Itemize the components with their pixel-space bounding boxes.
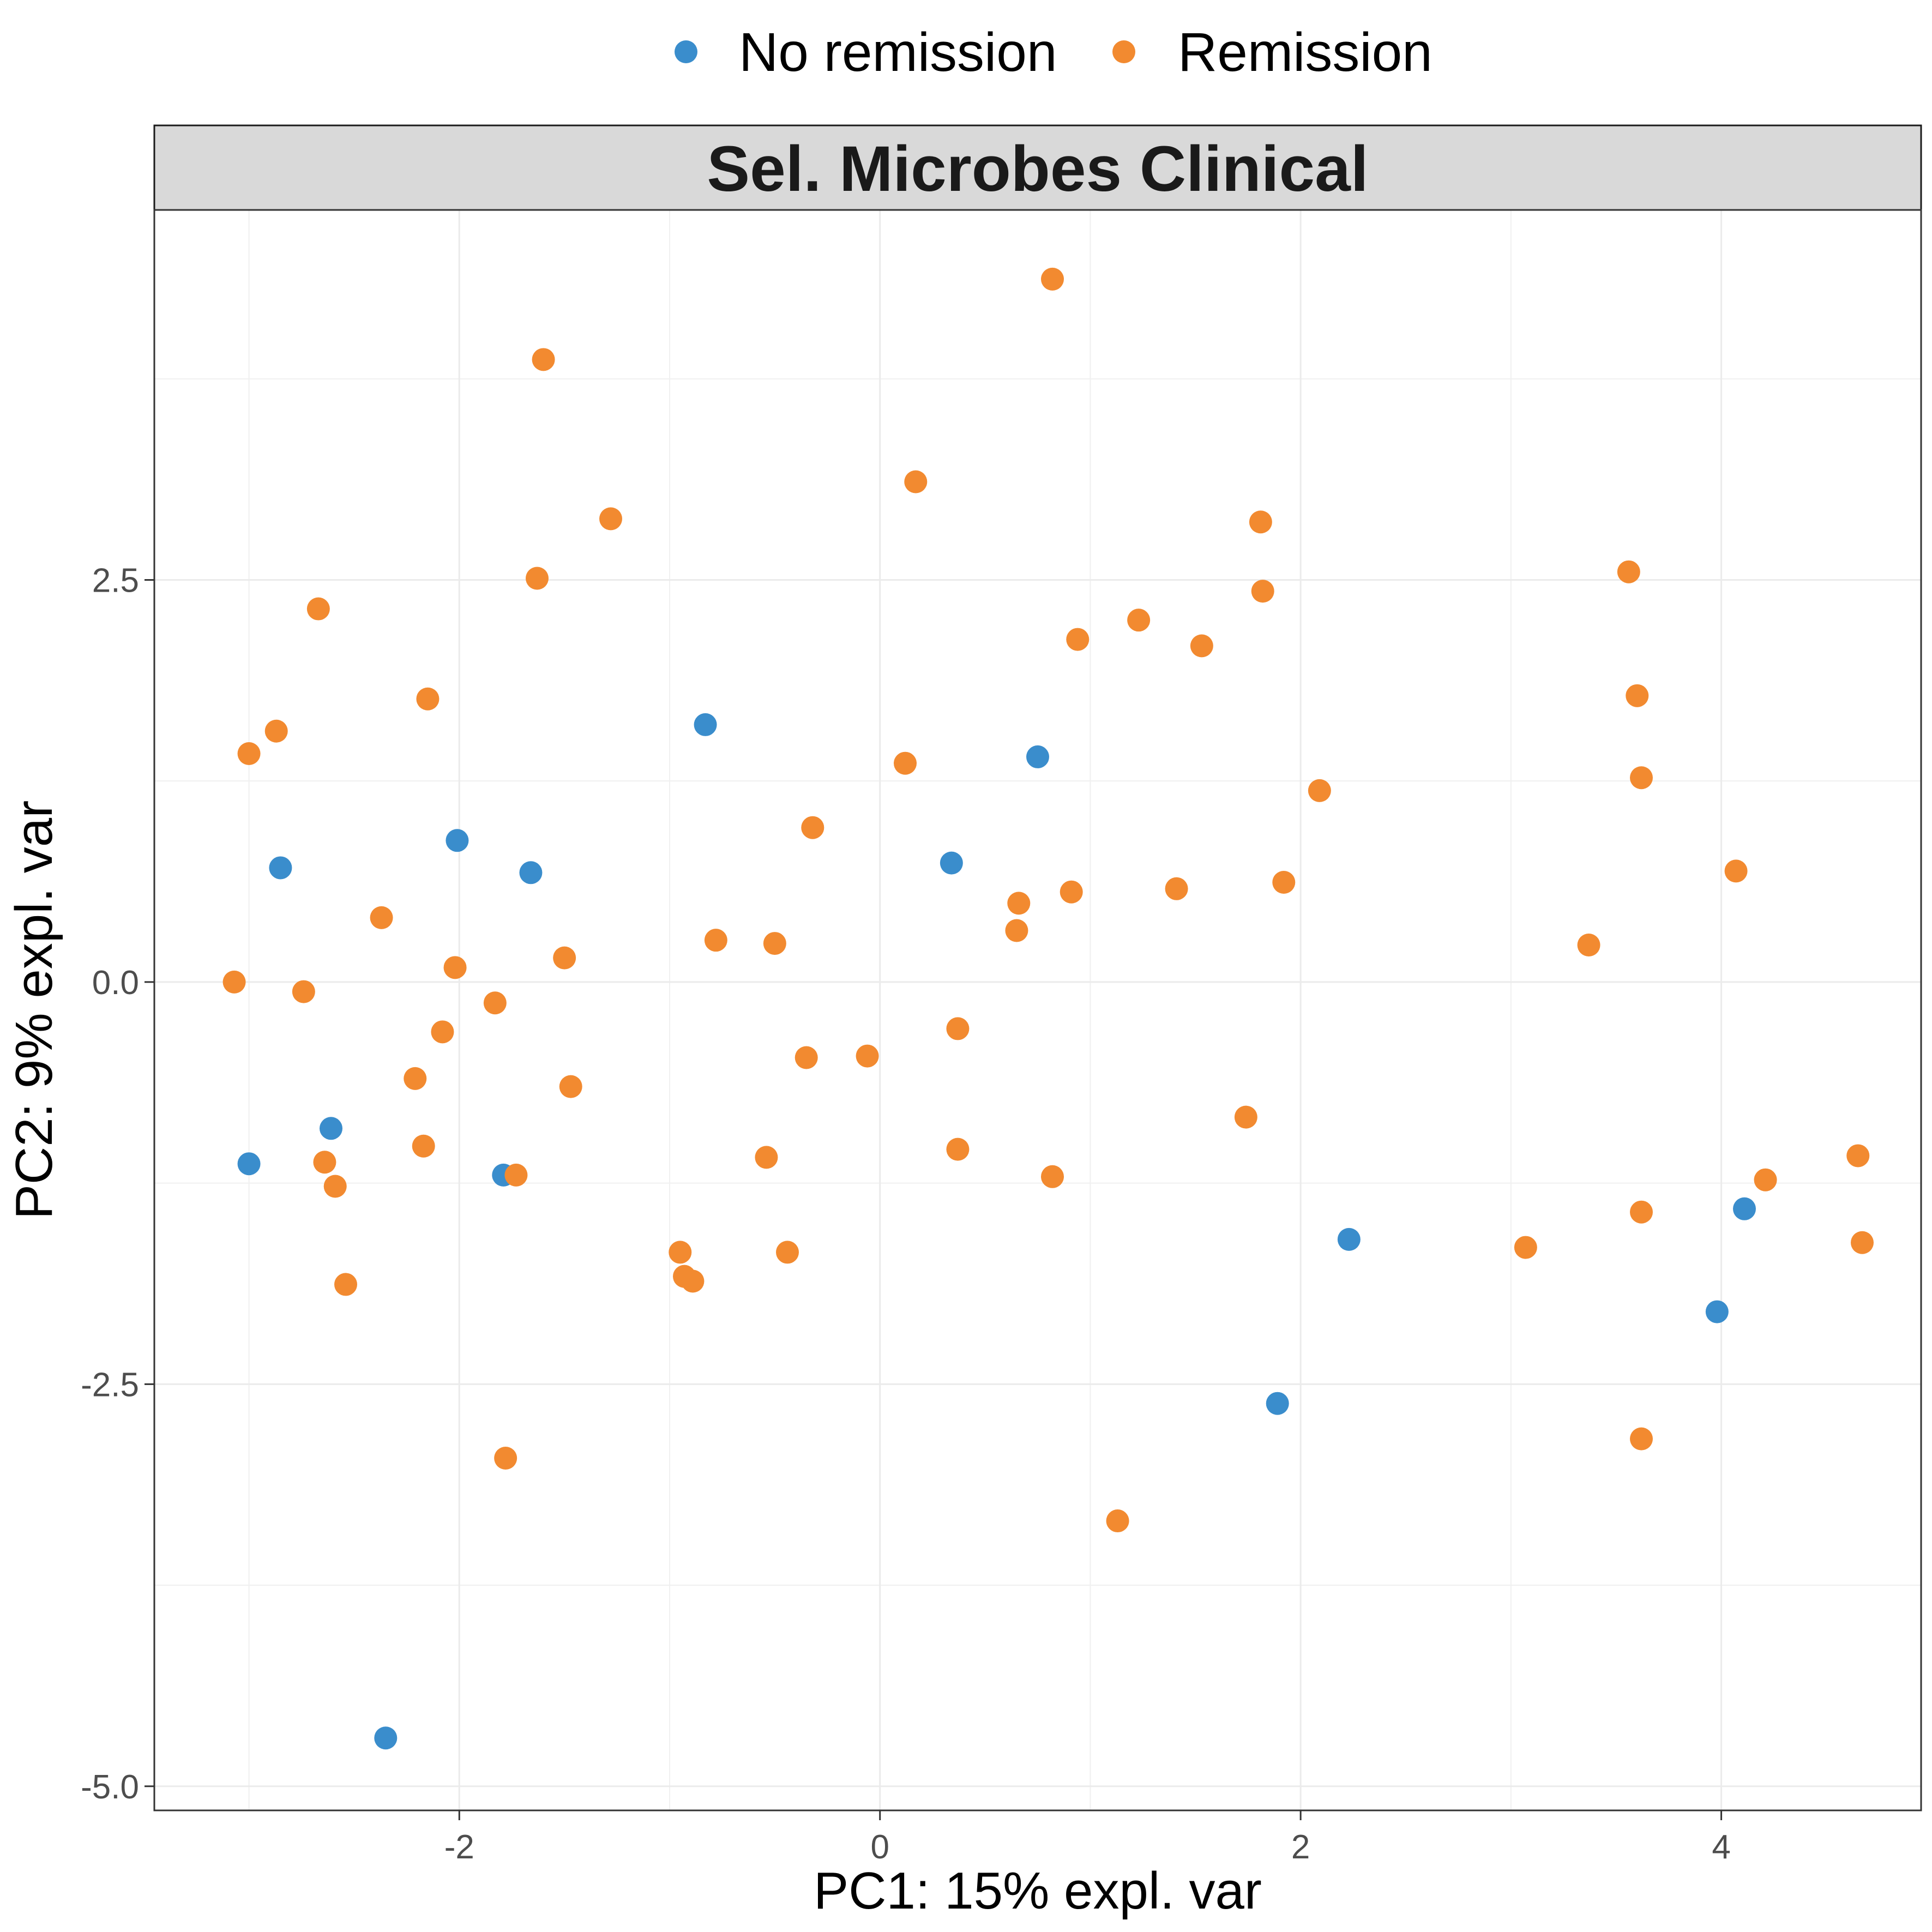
point-remission — [776, 1241, 799, 1264]
point-remission — [1272, 870, 1296, 894]
point-remission — [1630, 766, 1653, 790]
point-remission — [1724, 859, 1748, 883]
point-remission — [904, 470, 928, 493]
point-remission — [946, 1017, 970, 1040]
point-remission — [1165, 877, 1188, 900]
point-no-remission — [940, 851, 963, 875]
point-no-remission — [1733, 1197, 1756, 1220]
point-remission — [1190, 634, 1213, 658]
point-remission — [483, 991, 507, 1015]
point-remission — [404, 1067, 427, 1090]
data-points — [222, 267, 1874, 1750]
point-remission — [1249, 510, 1272, 534]
x-axis-title: PC1: 15% expl. var — [814, 1862, 1262, 1920]
point-remission — [704, 929, 727, 952]
point-remission — [681, 1269, 705, 1293]
point-remission — [1617, 560, 1640, 583]
point-remission — [1127, 609, 1151, 632]
x-tick-label: 0 — [870, 1828, 889, 1866]
point-remission — [1005, 919, 1028, 942]
point-remission — [222, 970, 246, 994]
point-remission — [856, 1044, 879, 1068]
panel-border — [153, 209, 1922, 1811]
point-remission — [763, 932, 786, 955]
point-remission — [559, 1075, 582, 1098]
point-remission — [1308, 779, 1331, 802]
point-remission — [755, 1146, 778, 1169]
y-axis-title: PC2: 9% expl. var — [5, 801, 63, 1219]
point-remission — [334, 1273, 357, 1296]
point-remission — [1851, 1231, 1874, 1254]
legend-label-no-remission: No remission — [739, 22, 1057, 83]
point-remission — [1630, 1200, 1653, 1224]
point-remission — [264, 719, 288, 743]
point-remission — [1251, 580, 1274, 603]
legend: No remission Remission — [675, 22, 1433, 83]
point-remission — [306, 597, 330, 621]
point-remission — [1630, 1427, 1653, 1450]
point-remission — [532, 348, 555, 371]
point-remission — [412, 1134, 435, 1158]
point-remission — [1577, 934, 1600, 957]
point-remission — [599, 507, 622, 531]
point-no-remission — [1337, 1227, 1361, 1251]
point-remission — [431, 1020, 454, 1044]
point-remission — [1066, 628, 1090, 651]
point-remission — [795, 1046, 818, 1069]
point-no-remission — [1705, 1300, 1729, 1323]
y-tick-label: 2.5 — [92, 562, 139, 599]
point-remission — [553, 946, 576, 970]
point-remission — [494, 1447, 517, 1470]
point-remission — [1041, 1165, 1064, 1188]
chart-title: Sel. Microbes Clinical — [707, 133, 1368, 205]
legend-label-remission: Remission — [1178, 22, 1433, 83]
point-no-remission — [519, 861, 543, 884]
point-remission — [1060, 880, 1083, 904]
point-remission — [801, 816, 824, 839]
point-remission — [946, 1137, 970, 1161]
point-remission — [416, 687, 440, 711]
gridlines — [154, 210, 1921, 1810]
point-remission — [443, 956, 467, 979]
point-remission — [669, 1241, 692, 1264]
point-remission — [1846, 1144, 1870, 1167]
facet-strip — [153, 124, 1922, 211]
point-remission — [526, 567, 549, 590]
legend-swatch-remission — [1112, 40, 1135, 63]
x-tick-label: 2 — [1291, 1828, 1310, 1866]
point-no-remission — [1026, 745, 1049, 768]
y-tick-label: -2.5 — [81, 1366, 139, 1404]
point-remission — [370, 906, 393, 929]
point-remission — [894, 751, 917, 775]
point-remission — [237, 742, 261, 766]
point-no-remission — [237, 1152, 261, 1176]
point-remission — [1754, 1168, 1777, 1191]
point-remission — [1626, 684, 1649, 707]
point-no-remission — [374, 1726, 398, 1750]
y-tick-label: -5.0 — [81, 1768, 139, 1806]
point-remission — [292, 980, 315, 1003]
point-remission — [323, 1175, 347, 1198]
point-remission — [1007, 892, 1031, 915]
point-remission — [1041, 267, 1064, 291]
point-no-remission — [269, 856, 292, 880]
point-no-remission — [446, 829, 469, 852]
y-tick-label: 0.0 — [92, 964, 139, 1002]
x-tick-label: -2 — [444, 1828, 474, 1866]
point-remission — [1106, 1509, 1129, 1533]
point-remission — [504, 1163, 528, 1187]
point-no-remission — [1266, 1392, 1289, 1415]
point-remission — [1234, 1105, 1257, 1129]
plot-panel — [154, 210, 1921, 1810]
axes: -2 0 2 4 -5.0 -2.5 0.0 2.5 — [81, 562, 1731, 1866]
legend-swatch-no-remission — [675, 40, 697, 63]
point-remission — [313, 1151, 336, 1174]
point-no-remission — [694, 713, 717, 736]
x-tick-label: 4 — [1712, 1828, 1730, 1866]
point-no-remission — [320, 1117, 342, 1140]
point-remission — [1514, 1236, 1537, 1259]
